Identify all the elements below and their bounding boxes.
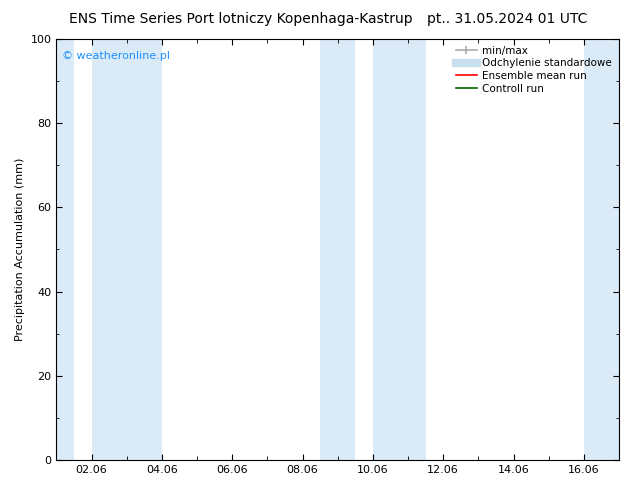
Bar — [584, 39, 619, 460]
Text: ENS Time Series Port lotniczy Kopenhaga-Kastrup: ENS Time Series Port lotniczy Kopenhaga-… — [69, 12, 413, 26]
Legend: min/max, Odchylenie standardowe, Ensemble mean run, Controll run: min/max, Odchylenie standardowe, Ensembl… — [452, 42, 616, 98]
Bar — [320, 39, 355, 460]
Bar — [373, 39, 425, 460]
Text: pt.. 31.05.2024 01 UTC: pt.. 31.05.2024 01 UTC — [427, 12, 587, 26]
Bar — [91, 39, 162, 460]
Text: © weatheronline.pl: © weatheronline.pl — [62, 51, 170, 61]
Bar — [56, 39, 74, 460]
Y-axis label: Precipitation Accumulation (mm): Precipitation Accumulation (mm) — [15, 158, 25, 341]
